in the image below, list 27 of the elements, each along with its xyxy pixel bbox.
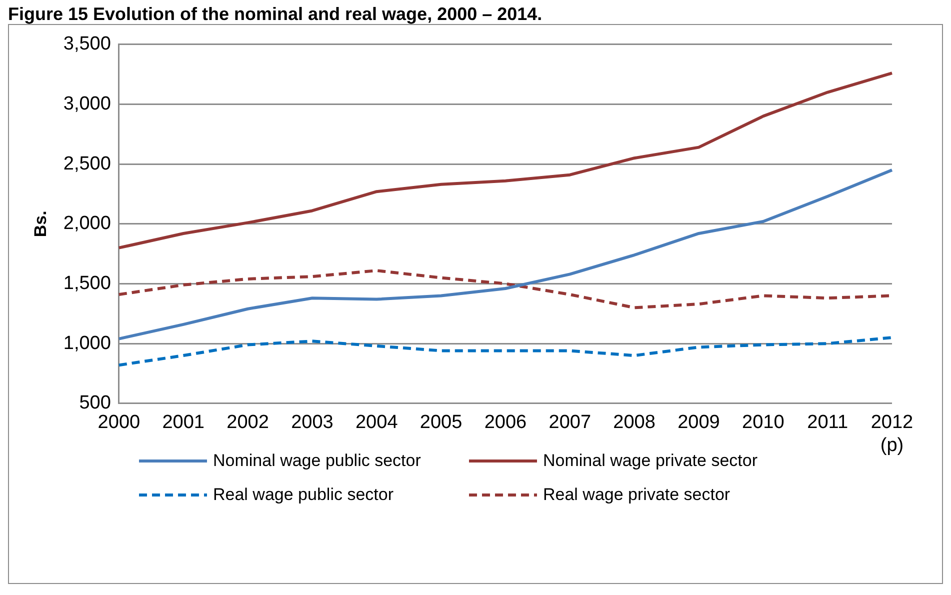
chart-title: Figure 15 Evolution of the nominal and real wage, 2000 – 2014. [8, 4, 544, 24]
y-tick-label: 1,500 [63, 272, 111, 294]
x-tick-label: 2000 [98, 412, 140, 434]
x-tick-label: 2011 [807, 412, 848, 434]
x-tick-label: 2005 [420, 412, 462, 434]
x-tick-label: 2012 (p) [870, 412, 914, 456]
x-tick-label: 2009 [678, 412, 720, 434]
legend-label: Real wage public sector [213, 485, 394, 505]
y-axis-title: Bs. [30, 210, 50, 238]
y-tick-label: 2,500 [63, 153, 111, 174]
x-tick-label: 2002 [226, 412, 269, 434]
legend-label: Real wage private sector [543, 485, 730, 505]
legend-label: Nominal wage public sector [213, 451, 421, 471]
y-tick-label: 500 [79, 392, 111, 414]
legend-label: Nominal wage private sector [543, 451, 758, 471]
x-tick-label: 2008 [613, 412, 656, 434]
x-tick-label: 2010 [742, 412, 784, 434]
y-tick-label: 3,000 [63, 93, 111, 114]
x-tick-label: 2003 [291, 412, 334, 434]
y-tick-label: 2,000 [63, 213, 111, 234]
x-tick-label: 2001 [162, 412, 205, 434]
x-tick-label: 2007 [548, 412, 592, 434]
y-tick-label: 3,500 [63, 34, 111, 55]
x-tick-label: 2004 [355, 412, 398, 434]
line-series [117, 336, 894, 367]
x-tick-label: 2006 [484, 412, 527, 434]
y-tick-label: 1,000 [63, 332, 111, 354]
